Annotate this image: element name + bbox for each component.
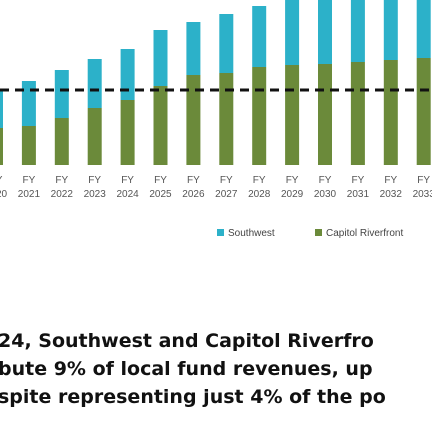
x-tick-label: FY 2030 bbox=[313, 175, 337, 200]
bar-segment bbox=[416, 0, 431, 58]
bar-segment bbox=[153, 30, 168, 86]
x-tick-label: FY 2026 bbox=[182, 175, 205, 200]
x-tick-label: FY 2028 bbox=[248, 175, 271, 200]
bar-segment bbox=[252, 67, 267, 165]
bar-segment bbox=[120, 100, 135, 165]
caption-line: spite representing just 4% of the po bbox=[0, 386, 386, 408]
x-tick-label: FY 2022 bbox=[50, 175, 73, 200]
bar-segment bbox=[0, 128, 3, 165]
x-tick-label: FY 2023 bbox=[83, 175, 106, 200]
bar-segment bbox=[252, 6, 267, 67]
bar-segment bbox=[318, 0, 332, 64]
bar-segment bbox=[21, 81, 36, 126]
x-tick-label: FY 2032 bbox=[379, 175, 402, 200]
bar-segment bbox=[0, 90, 3, 128]
legend-swatch bbox=[315, 229, 322, 236]
caption-line: 24, Southwest and Capitol Riverfro bbox=[0, 330, 374, 352]
bar-segment bbox=[54, 118, 69, 165]
bar-segment bbox=[318, 64, 332, 165]
bar-segment bbox=[383, 60, 398, 165]
x-tick-label: FY 2025 bbox=[149, 175, 172, 200]
x-tick-label: FY 2021 bbox=[17, 175, 41, 200]
legend-label: Southwest bbox=[228, 228, 275, 239]
caption-line: bute 9% of local fund revenues, up bbox=[0, 358, 373, 380]
bar-segment bbox=[219, 14, 234, 73]
bar-segment bbox=[219, 73, 234, 165]
bar-segment bbox=[350, 62, 365, 165]
x-tick-label: FY 2020 bbox=[0, 175, 8, 200]
legend-swatch bbox=[217, 229, 224, 236]
bar-segment bbox=[383, 0, 398, 60]
bar-segment bbox=[54, 70, 69, 118]
x-tick-label: FY 2027 bbox=[215, 175, 238, 200]
legend-label: Capitol Riverfront bbox=[326, 228, 404, 239]
bar-segment bbox=[350, 0, 365, 62]
bar-segment bbox=[416, 58, 431, 165]
bar-segment bbox=[87, 59, 102, 108]
x-tick-label: FY 2031 bbox=[346, 175, 370, 200]
legend-item: Southwest bbox=[217, 228, 275, 239]
bar-segment bbox=[120, 49, 135, 100]
legend-item: Capitol Riverfront bbox=[315, 228, 403, 239]
bar-segment bbox=[153, 86, 168, 165]
bar-segment bbox=[186, 22, 201, 75]
x-tick-label: FY 2033 bbox=[412, 175, 432, 200]
bar-segment bbox=[285, 65, 300, 165]
bar-segment bbox=[285, 0, 300, 65]
bar-segment bbox=[87, 108, 102, 165]
x-tick-label: FY 2029 bbox=[280, 175, 304, 200]
bar-segment bbox=[186, 75, 201, 165]
x-tick-label: FY 2024 bbox=[116, 175, 139, 200]
bar-segment bbox=[21, 126, 36, 165]
